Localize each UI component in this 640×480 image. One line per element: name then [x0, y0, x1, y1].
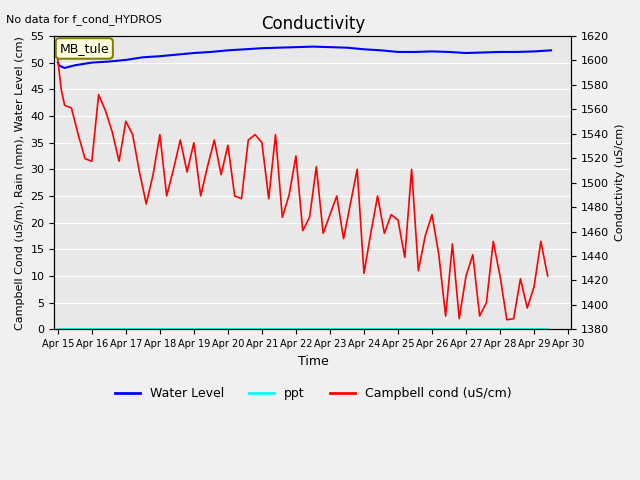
Water Level: [58, 64, 66, 70]
Line: Campbell cond (uS/cm): Campbell cond (uS/cm): [58, 60, 548, 320]
Water Level: [479, 49, 487, 55]
Water Level: [309, 44, 317, 49]
Water Level: [258, 45, 266, 51]
Water Level: [530, 48, 538, 54]
Water Level: [241, 47, 249, 52]
Water Level: [54, 60, 61, 65]
Campbell cond (uS/cm): [544, 273, 552, 279]
Water Level: [343, 45, 351, 50]
Water Level: [61, 65, 68, 71]
Water Level: [139, 54, 147, 60]
Water Level: [224, 48, 232, 53]
Y-axis label: Campbell Cond (uS/m), Rain (mm), Water Level (cm): Campbell Cond (uS/m), Rain (mm), Water L…: [15, 36, 25, 330]
Campbell cond (uS/cm): [326, 212, 334, 217]
Water Level: [377, 48, 385, 53]
Water Level: [360, 47, 368, 52]
Text: No data for f_cond_HYDROS: No data for f_cond_HYDROS: [6, 14, 163, 25]
Water Level: [411, 49, 419, 55]
Campbell cond (uS/cm): [503, 317, 511, 323]
Water Level: [55, 62, 63, 68]
Water Level: [547, 48, 555, 53]
Campbell cond (uS/cm): [156, 132, 164, 137]
Water Level: [428, 48, 436, 54]
Water Level: [513, 49, 521, 55]
Campbell cond (uS/cm): [496, 273, 504, 279]
Water Level: [496, 49, 504, 55]
Water Level: [207, 49, 215, 55]
Water Level: [105, 59, 113, 64]
Campbell cond (uS/cm): [54, 57, 61, 63]
Water Level: [173, 52, 180, 58]
Water Level: [190, 50, 198, 56]
Water Level: [394, 49, 402, 55]
Water Level: [445, 49, 453, 55]
Campbell cond (uS/cm): [319, 230, 327, 236]
Water Level: [275, 45, 283, 50]
Text: MB_tule: MB_tule: [60, 42, 109, 55]
Water Level: [122, 57, 130, 63]
Water Level: [88, 60, 95, 65]
Water Level: [326, 44, 334, 50]
X-axis label: Time: Time: [298, 355, 328, 368]
Water Level: [71, 62, 79, 68]
Campbell cond (uS/cm): [211, 137, 218, 143]
Legend: Water Level, ppt, Campbell cond (uS/cm): Water Level, ppt, Campbell cond (uS/cm): [109, 382, 516, 405]
Line: Water Level: Water Level: [58, 47, 551, 68]
Campbell cond (uS/cm): [149, 172, 157, 178]
Y-axis label: Conductivity (uS/cm): Conductivity (uS/cm): [615, 124, 625, 241]
Title: Conductivity: Conductivity: [261, 15, 365, 33]
Water Level: [292, 44, 300, 50]
Water Level: [462, 50, 470, 56]
Water Level: [156, 53, 164, 59]
